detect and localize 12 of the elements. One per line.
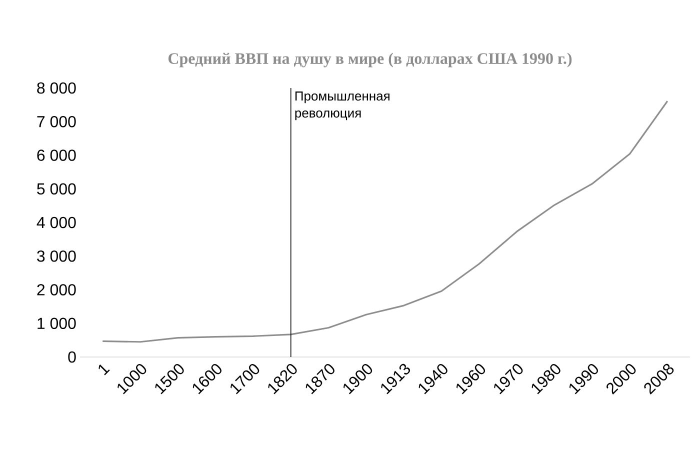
y-tick-label: 3 000 [37, 250, 76, 262]
y-tick-label: 5 000 [37, 183, 76, 195]
y-tick-label: 1 000 [38, 318, 76, 330]
y-tick-label: 8 000 [37, 82, 76, 94]
y-tick-label: 6 000 [37, 150, 76, 161]
y-tick-label: 7 000 [37, 116, 76, 128]
y-tick-label: 2 000 [37, 284, 76, 296]
ref-line-label: Промышленная революция [295, 92, 390, 120]
chart-title: Средний ВВП на душу в мире (в долларах США 1990 г.) [168, 52, 572, 68]
y-tick-label: 0 [68, 351, 76, 363]
y-tick-label: 4 000 [36, 216, 76, 228]
x-tick-label: 1 [98, 364, 110, 376]
